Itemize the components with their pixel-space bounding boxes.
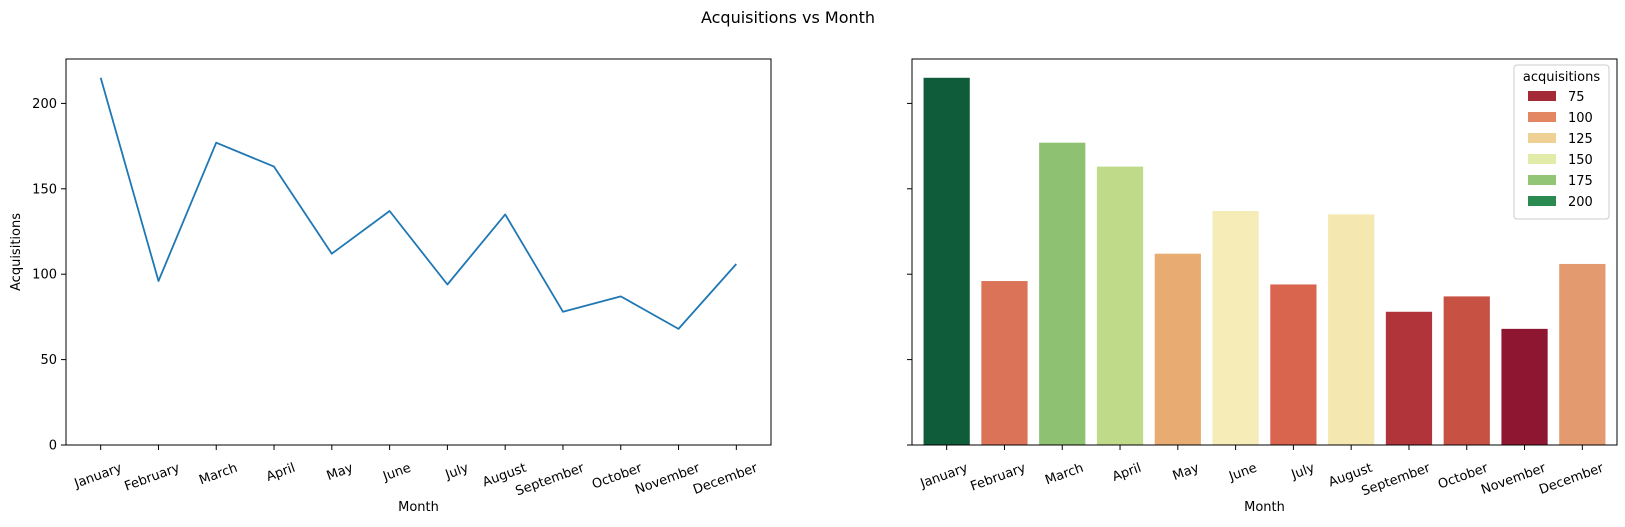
bar — [1270, 284, 1316, 445]
x-tick-label: November — [1479, 460, 1548, 497]
x-tick-label: May — [325, 461, 356, 484]
legend-label: 75 — [1568, 90, 1585, 105]
bar — [1097, 167, 1143, 445]
figure-title: Acquisitions vs Month — [701, 8, 875, 27]
bar — [1212, 211, 1258, 445]
bar — [1501, 329, 1547, 445]
bar — [1386, 312, 1432, 445]
x-axis-label: Month — [398, 500, 439, 515]
legend-title: acquisitions — [1523, 70, 1601, 85]
bar — [981, 281, 1027, 445]
y-axis-label: Acquisitions — [9, 213, 24, 291]
x-tick-label: January — [72, 461, 125, 492]
x-tick-label: December — [1537, 460, 1606, 497]
legend-swatch — [1528, 133, 1556, 143]
bar — [1155, 254, 1201, 445]
x-tick-label: February — [969, 461, 1029, 495]
x-tick-label: June — [380, 461, 413, 485]
x-tick-label: March — [1043, 461, 1085, 489]
y-tick-label: 200 — [32, 97, 57, 112]
x-tick-label: January — [918, 461, 971, 492]
series-line — [101, 78, 737, 329]
legend-label: 175 — [1568, 174, 1593, 189]
x-tick-label: May — [1171, 461, 1202, 484]
legend: acquisitions 75 100 125 150 175 200 — [1514, 65, 1609, 219]
y-tick-label: 100 — [32, 268, 57, 283]
legend-label: 150 — [1568, 153, 1593, 168]
x-axis-label: Month — [1244, 500, 1285, 515]
x-tick-label: February — [123, 461, 183, 495]
x-tick-label: June — [1226, 461, 1259, 485]
x-tick-label: December — [691, 460, 760, 497]
legend-swatch — [1528, 91, 1556, 101]
y-tick-label: 150 — [32, 182, 57, 197]
y-tick-label: 50 — [40, 353, 57, 368]
legend-label: 200 — [1568, 195, 1593, 210]
x-tick-label: March — [197, 461, 239, 489]
axes-frame — [66, 59, 771, 445]
legend-swatch — [1528, 154, 1556, 164]
x-tick-label: July — [1289, 461, 1317, 484]
legend-swatch — [1528, 112, 1556, 122]
x-tick-label: April — [264, 461, 297, 485]
legend-swatch — [1528, 175, 1556, 185]
x-tick-label: April — [1110, 461, 1143, 485]
bar — [1444, 296, 1490, 445]
bar — [1328, 214, 1374, 445]
legend-swatch — [1528, 196, 1556, 206]
bar — [1039, 143, 1085, 445]
x-tick-label: July — [443, 461, 471, 484]
legend-label: 125 — [1568, 132, 1593, 147]
bar — [1559, 264, 1605, 445]
bar — [924, 78, 970, 445]
y-tick-label: 0 — [49, 439, 57, 454]
legend-label: 100 — [1568, 111, 1593, 126]
x-tick-label: November — [633, 460, 702, 497]
